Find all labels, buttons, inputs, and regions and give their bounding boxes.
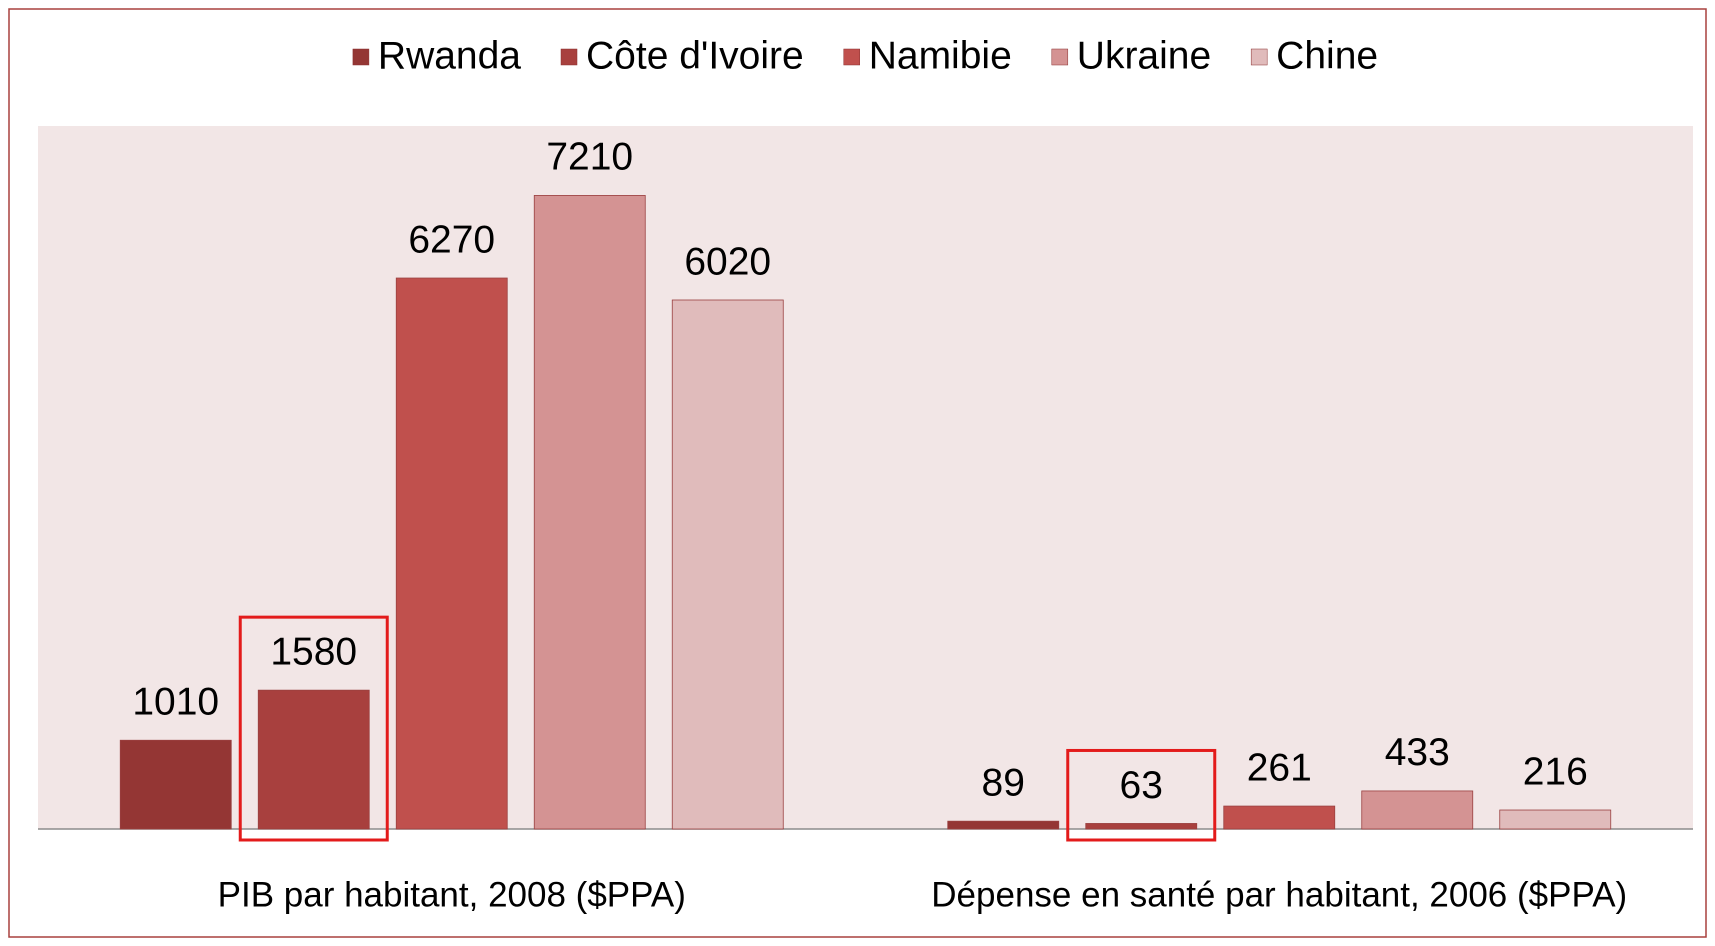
legend-swatch bbox=[843, 48, 860, 66]
legend-label: Ukraine bbox=[1077, 34, 1211, 77]
x-tick-label: Dépense en santé par habitant, 2006 ($PP… bbox=[931, 875, 1627, 914]
data-label: 261 bbox=[1247, 746, 1312, 789]
data-label: 1010 bbox=[132, 681, 219, 724]
bar bbox=[1223, 805, 1336, 830]
legend-swatch bbox=[1250, 48, 1268, 66]
legend-label: Namibie bbox=[869, 34, 1012, 77]
bar bbox=[671, 299, 784, 830]
highlight-box bbox=[1066, 748, 1217, 842]
x-tick-label: PIB par habitant, 2008 ($PPA) bbox=[218, 875, 686, 914]
bar bbox=[1499, 809, 1612, 830]
data-label: 6020 bbox=[684, 240, 771, 283]
data-label: 433 bbox=[1385, 731, 1450, 774]
bar bbox=[257, 689, 370, 830]
data-label: 63 bbox=[1120, 764, 1163, 807]
legend-swatch bbox=[352, 48, 370, 66]
legend-swatch bbox=[560, 48, 578, 66]
bar bbox=[533, 195, 646, 830]
data-label: 1580 bbox=[270, 630, 357, 673]
legend-swatch bbox=[1051, 48, 1069, 66]
bar bbox=[1361, 790, 1474, 830]
chart-frame bbox=[8, 8, 1707, 938]
highlight-box bbox=[238, 615, 389, 842]
legend-label: Rwanda bbox=[378, 34, 521, 77]
data-label: 7210 bbox=[546, 136, 633, 179]
legend-label: Chine bbox=[1276, 34, 1378, 77]
data-label: 6270 bbox=[408, 218, 495, 261]
bar bbox=[947, 820, 1060, 830]
bar bbox=[395, 277, 508, 830]
bar bbox=[1085, 823, 1198, 830]
data-label: 216 bbox=[1523, 750, 1588, 793]
bar bbox=[119, 739, 232, 830]
legend-label: Côte d'Ivoire bbox=[586, 34, 804, 77]
data-label: 89 bbox=[982, 761, 1025, 804]
